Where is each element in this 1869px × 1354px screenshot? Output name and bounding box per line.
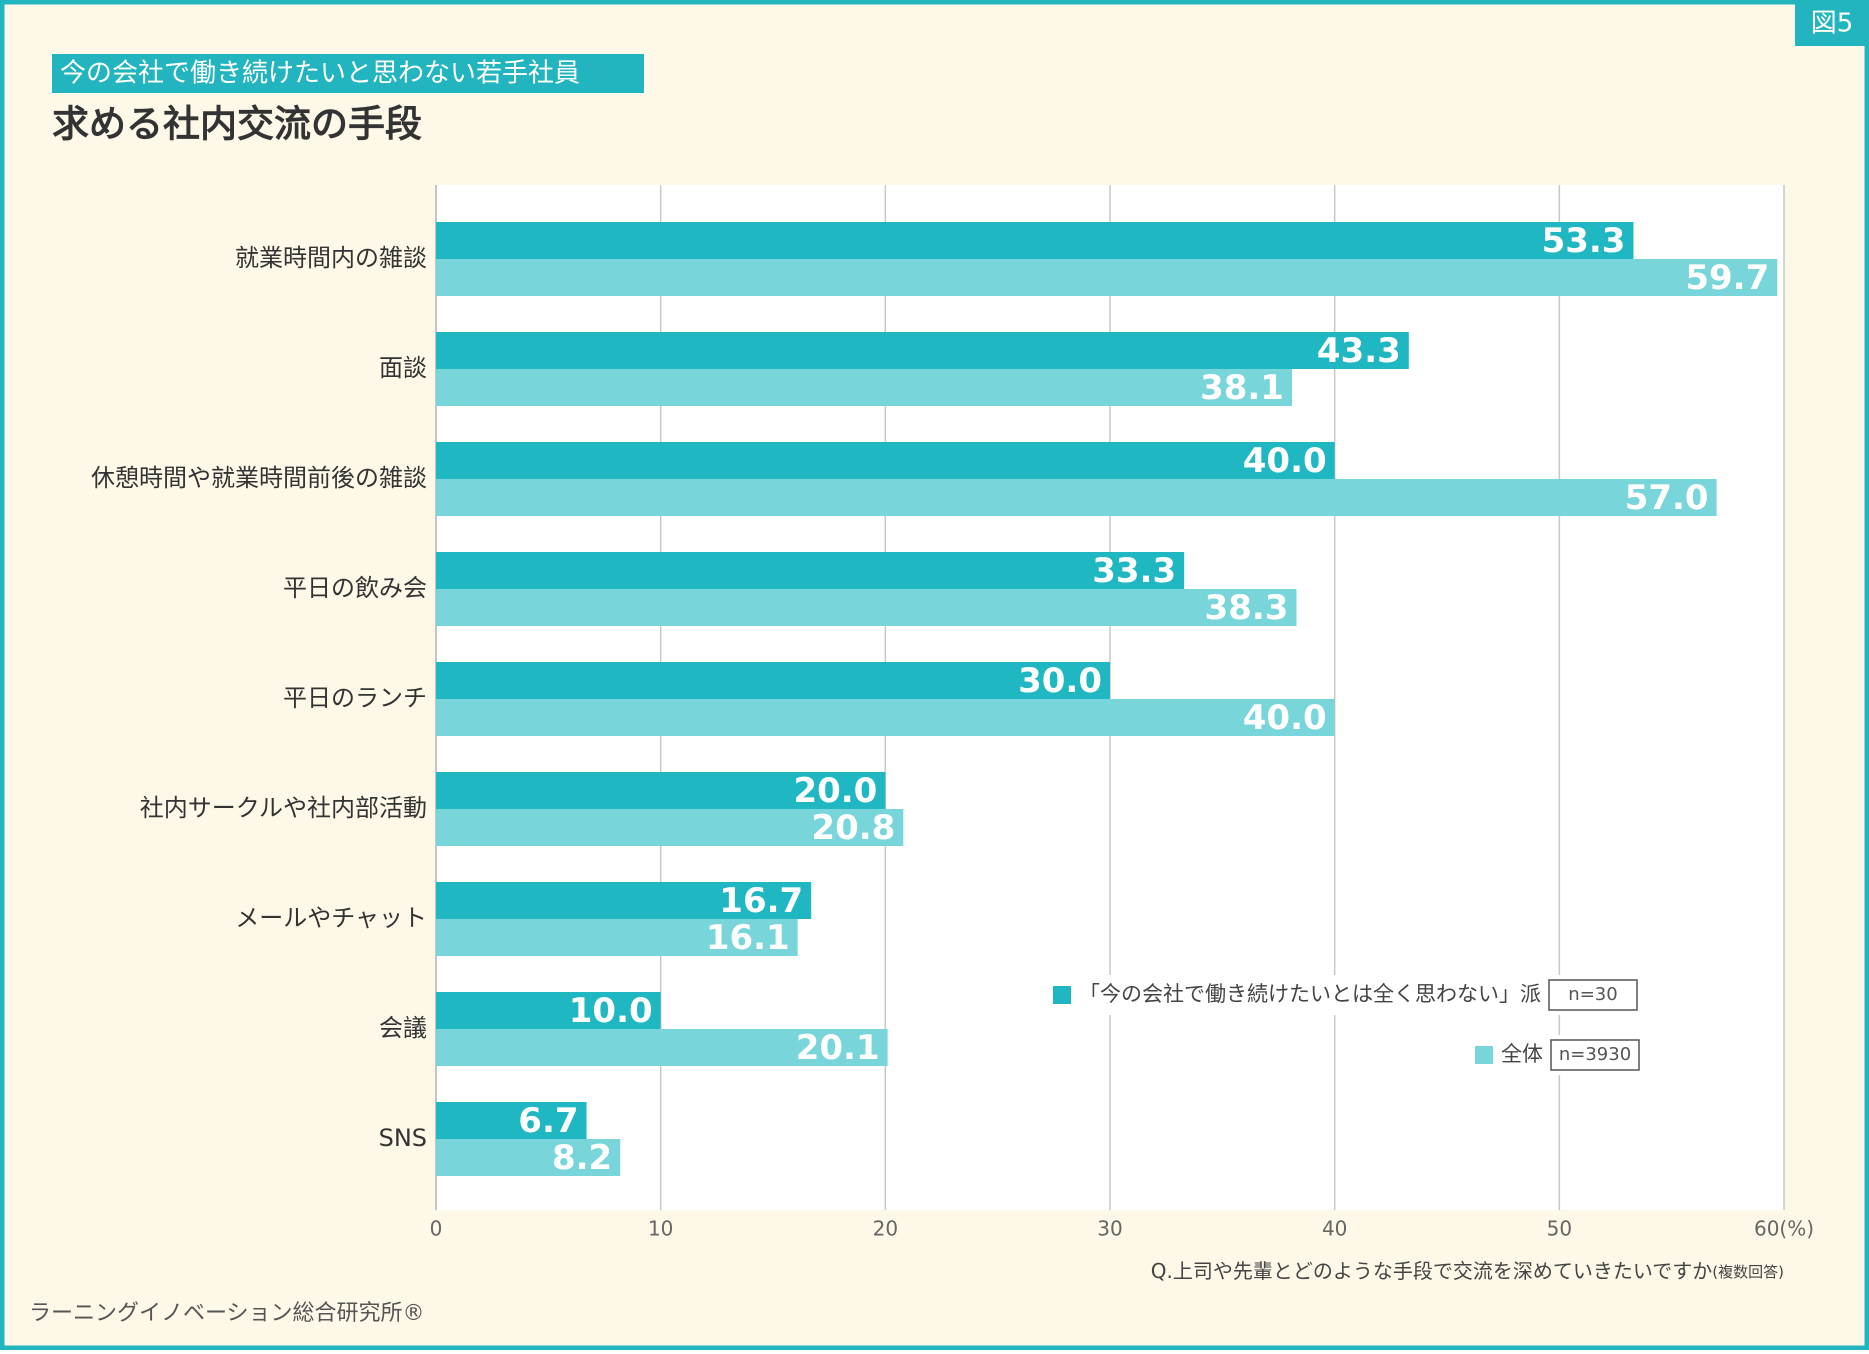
- bar: [436, 772, 886, 809]
- legend-sample-box: [1548, 979, 1638, 1011]
- bar: [436, 552, 1185, 589]
- bar: [436, 259, 1778, 296]
- value-label: 43.3: [1317, 331, 1401, 371]
- category-label: 社内サークルや社内部活動: [140, 794, 427, 822]
- value-label: 40.0: [1243, 698, 1327, 738]
- bar: [436, 809, 904, 846]
- bar: [436, 699, 1335, 736]
- bar: [436, 1139, 621, 1176]
- category-label: 平日の飲み会: [283, 574, 427, 602]
- legend-background: [1045, 975, 1637, 1015]
- category-label: メールやチャット: [235, 904, 427, 932]
- value-label: 38.1: [1200, 368, 1284, 408]
- value-label: 10.0: [569, 991, 653, 1031]
- x-tick-label: 10: [648, 1217, 673, 1241]
- value-label: 59.7: [1685, 258, 1769, 298]
- bar: [436, 992, 661, 1029]
- value-label: 57.0: [1625, 478, 1709, 518]
- bar: [436, 369, 1292, 406]
- legend-label: 全体: [1501, 1042, 1543, 1066]
- category-label: 平日のランチ: [283, 684, 427, 712]
- value-label: 30.0: [1018, 661, 1102, 701]
- question-note: (複数回答): [1712, 1263, 1784, 1281]
- legend-item: 全体 n=3930: [1467, 1035, 1640, 1075]
- question-text: Q.上司や先輩とどのような手段で交流を深めていきたいですか: [1151, 1259, 1713, 1283]
- subtitle-box: [52, 54, 644, 93]
- category-label: 会議: [379, 1014, 427, 1042]
- legend-sample-box: [1550, 1039, 1640, 1071]
- bar: [436, 1029, 888, 1066]
- category-label: 休憩時間や就業時間前後の雑談: [91, 464, 427, 492]
- value-label: 53.3: [1542, 221, 1626, 261]
- value-label: 20.1: [796, 1028, 880, 1068]
- category-label: 就業時間内の雑談: [235, 244, 427, 272]
- legend-swatch: [1053, 986, 1071, 1004]
- x-tick-label: 0: [430, 1217, 443, 1241]
- value-label: 6.7: [518, 1101, 578, 1141]
- value-label: 33.3: [1092, 551, 1176, 591]
- source: ラーニングイノベーション総合研究所®: [29, 1301, 425, 1326]
- bar: [436, 222, 1634, 259]
- title: 求める社内交流の手段: [52, 103, 422, 146]
- value-label: 8.2: [552, 1138, 612, 1178]
- bar: [436, 332, 1409, 369]
- bar: [436, 1102, 587, 1139]
- value-label: 16.1: [706, 918, 790, 958]
- badge-box: [1795, 0, 1869, 46]
- legend-label: 「今の会社で働き続けたいとは全く思わない」派: [1079, 982, 1541, 1006]
- legend-sample-size: n=3930: [1559, 1044, 1631, 1065]
- x-tick-label: 60(%): [1754, 1217, 1814, 1241]
- x-tick-label: 20: [873, 1217, 898, 1241]
- category-label: 面談: [379, 354, 427, 382]
- bar: [436, 442, 1335, 479]
- value-label: 20.0: [793, 771, 877, 811]
- bar: [436, 479, 1717, 516]
- x-tick-label: 30: [1097, 1217, 1122, 1241]
- legend-background: [1467, 1035, 1639, 1075]
- legend-swatch: [1475, 1046, 1493, 1064]
- value-label: 20.8: [811, 808, 895, 848]
- value-label: 16.7: [719, 881, 803, 921]
- x-tick-label: 40: [1322, 1217, 1347, 1241]
- bar: [436, 882, 812, 919]
- legend-item: 「今の会社で働き続けたいとは全く思わない」派 n=30: [1045, 975, 1638, 1015]
- legend-sample-size: n=30: [1568, 984, 1617, 1005]
- bar: [436, 919, 798, 956]
- bar: [436, 589, 1297, 626]
- value-label: 38.3: [1205, 588, 1289, 628]
- subtitle: 今の会社で働き続けたいと思わない若手社員: [60, 59, 580, 89]
- category-label: SNS: [379, 1124, 427, 1152]
- x-tick-label: 50: [1547, 1217, 1572, 1241]
- question: Q.上司や先輩とどのような手段で交流を深めていきたいですか(複数回答): [1151, 1259, 1784, 1283]
- value-label: 40.0: [1243, 441, 1327, 481]
- badge: 図5: [1811, 9, 1854, 39]
- bar: [436, 662, 1110, 699]
